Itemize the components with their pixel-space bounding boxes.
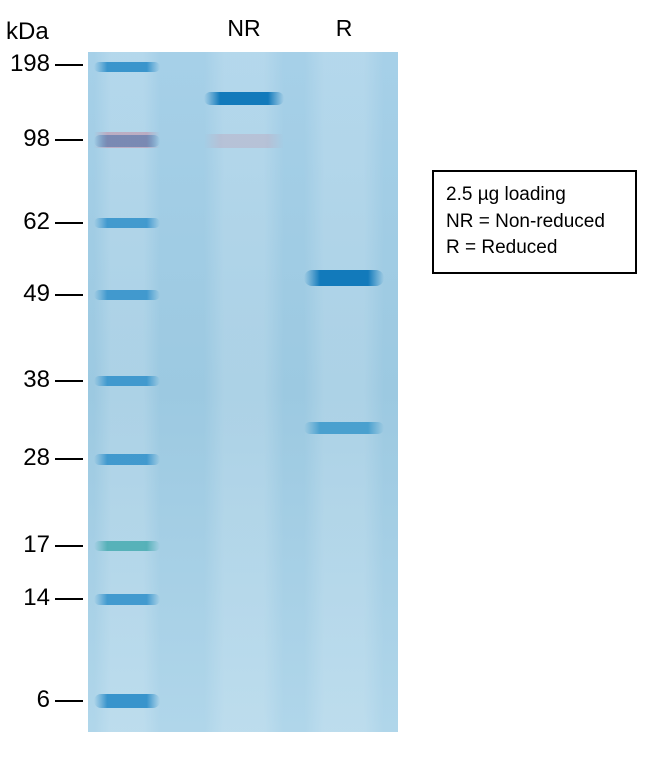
band-ladder-2: [94, 132, 160, 148]
lane-ladder: [94, 52, 160, 732]
gel-area: [88, 52, 398, 732]
legend-line-2: R = Reduced: [446, 235, 623, 262]
band-nr-1: [204, 134, 284, 148]
axis-tick-62: [55, 222, 83, 224]
axis-tick-49: [55, 294, 83, 296]
band-nr-0: [204, 92, 284, 105]
lane-label-r: R: [314, 15, 374, 42]
band-ladder-5: [94, 376, 160, 386]
axis-label-49: 49: [23, 280, 50, 308]
axis-tick-14: [55, 598, 83, 600]
band-ladder-3: [94, 218, 160, 228]
band-ladder-4: [94, 290, 160, 300]
axis-tick-198: [55, 64, 83, 66]
axis-tick-6: [55, 700, 83, 702]
axis-tick-17: [55, 545, 83, 547]
axis-tick-28: [55, 458, 83, 460]
gel-figure: kDa 2.5 µg loadingNR = Non-reducedR = Re…: [0, 0, 650, 765]
band-ladder-6: [94, 454, 160, 465]
axis-label-28: 28: [23, 444, 50, 472]
axis-label-17: 17: [23, 531, 50, 559]
band-r-0: [304, 270, 384, 286]
lane-nr: [204, 52, 284, 732]
axis-tick-38: [55, 380, 83, 382]
lane-r: [304, 52, 384, 732]
axis-label-98: 98: [23, 125, 50, 153]
unit-label: kDa: [6, 18, 49, 46]
legend-box: 2.5 µg loadingNR = Non-reducedR = Reduce…: [432, 170, 637, 274]
legend-line-1: NR = Non-reduced: [446, 209, 623, 236]
band-ladder-9: [94, 694, 160, 708]
legend-line-0: 2.5 µg loading: [446, 182, 623, 209]
axis-label-6: 6: [37, 686, 50, 714]
axis-tick-98: [55, 139, 83, 141]
lane-label-nr: NR: [214, 15, 274, 42]
axis-label-38: 38: [23, 366, 50, 394]
band-ladder-7: [94, 541, 160, 551]
axis-label-14: 14: [23, 584, 50, 612]
axis-label-62: 62: [23, 208, 50, 236]
axis-label-198: 198: [10, 50, 50, 78]
band-ladder-0: [94, 62, 160, 72]
band-r-1: [304, 422, 384, 434]
band-ladder-8: [94, 594, 160, 605]
